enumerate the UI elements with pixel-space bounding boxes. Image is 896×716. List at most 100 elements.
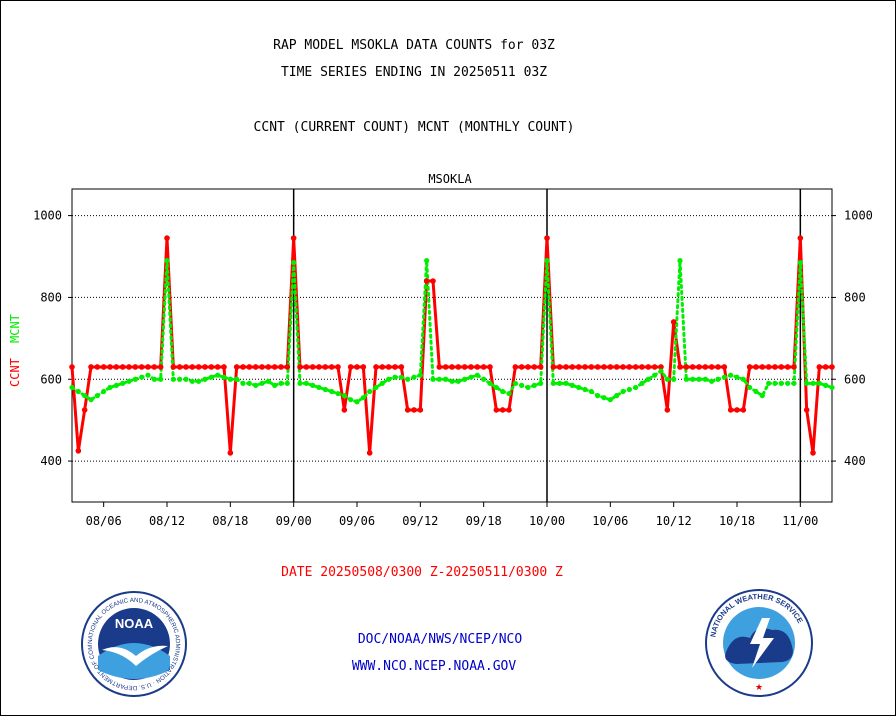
data-point-ccnt [670,319,677,325]
data-point-ccnt [525,364,531,370]
data-point-mcnt [639,380,645,386]
data-point-mcnt [297,380,303,386]
data-point-mcnt [582,386,588,393]
data-point-ccnt [221,364,227,370]
data-point-mcnt [538,380,544,386]
data-point-mcnt [278,380,284,386]
data-point-ccnt [322,364,329,370]
data-point-ccnt [259,364,265,370]
data-point-ccnt [721,364,728,370]
x-tick-label: 09/12 [402,514,438,528]
data-point-mcnt [797,260,803,266]
data-point-mcnt [411,374,417,380]
y-tick-label-left: 400 [40,454,62,468]
data-point-ccnt [183,364,189,370]
data-point-mcnt [481,376,487,382]
data-point-ccnt [81,407,88,413]
data-point-ccnt [417,407,424,413]
data-point-ccnt [423,278,430,284]
data-point-ccnt [132,364,139,370]
data-point-mcnt [253,382,259,388]
data-point-mcnt [487,380,493,386]
data-point-ccnt [499,407,506,413]
data-point-mcnt [202,376,208,382]
data-point-mcnt [474,372,480,378]
data-point-ccnt [620,364,626,370]
data-point-mcnt [588,388,594,395]
data-point-mcnt [240,380,246,386]
data-point-mcnt [766,380,772,386]
data-point-mcnt [272,382,278,388]
data-point-ccnt [151,364,158,370]
data-point-mcnt [196,378,202,384]
data-point-ccnt [791,364,797,370]
data-point-ccnt [772,364,778,370]
data-point-mcnt [462,376,468,382]
x-tick-label: 11/00 [782,514,818,528]
data-point-mcnt [284,380,290,386]
data-point-ccnt [411,407,417,413]
data-point-ccnt [765,364,772,370]
data-point-ccnt [626,364,633,370]
data-point-ccnt [354,364,360,370]
data-point-mcnt [544,258,550,264]
data-point-mcnt [189,378,195,384]
data-point-ccnt [575,364,582,370]
x-tick-label: 10/12 [656,514,692,528]
data-point-mcnt [569,382,575,388]
data-point-ccnt [588,364,595,370]
data-point-ccnt [189,364,196,370]
data-point-ccnt [290,235,297,241]
data-point-mcnt [82,393,88,399]
date-range-label: DATE 20250508/0300 Z-20250511/0300 Z [281,565,563,580]
data-point-ccnt [753,364,759,370]
data-point-mcnt [246,380,252,386]
x-tick-label: 09/06 [339,514,375,528]
data-point-mcnt [303,380,309,386]
data-point-ccnt [278,364,284,370]
data-point-ccnt [69,364,75,370]
data-point-mcnt [633,384,639,391]
data-point-mcnt [75,388,81,395]
chart-title-line2: TIME SERIES ENDING IN 20250511 03Z [280,65,548,80]
data-point-ccnt [94,364,101,370]
data-point-ccnt [430,278,436,284]
data-point-ccnt [113,364,120,370]
data-point-mcnt [740,376,746,382]
data-point-mcnt [576,384,582,391]
data-point-mcnt [443,376,449,382]
data-point-mcnt [177,376,183,382]
data-point-ccnt [164,235,170,241]
data-point-mcnt [601,395,607,401]
y-tick-label-left: 800 [40,290,62,304]
data-point-ccnt [449,364,455,370]
data-point-ccnt [683,364,690,370]
data-point-mcnt [709,378,715,384]
data-point-ccnt [468,364,474,370]
data-point-ccnt [664,407,671,413]
nws-logo: ★ NATIONAL WEATHER SERVICE [705,589,813,697]
data-point-ccnt [107,364,113,370]
data-point-ccnt [759,364,766,370]
data-point-ccnt [284,364,291,370]
data-point-mcnt [778,380,784,386]
data-point-mcnt [512,380,518,386]
data-point-ccnt [556,364,563,370]
data-point-ccnt [392,364,398,370]
data-point-ccnt [119,364,126,370]
data-point-mcnt [386,376,392,382]
data-point-mcnt [417,372,423,378]
data-point-ccnt [385,364,392,370]
data-point-mcnt [550,380,556,386]
footer-url[interactable]: WWW.NCO.NCEP.NOAA.GOV [351,659,517,674]
data-point-ccnt [341,407,348,413]
data-point-mcnt [753,388,759,395]
x-tick-label: 08/06 [86,514,122,528]
data-point-mcnt [493,384,499,391]
data-point-ccnt [271,364,278,370]
data-point-ccnt [601,364,607,370]
data-point-mcnt [683,376,689,382]
data-point-mcnt [341,393,347,399]
series-line-ccnt [70,238,832,454]
